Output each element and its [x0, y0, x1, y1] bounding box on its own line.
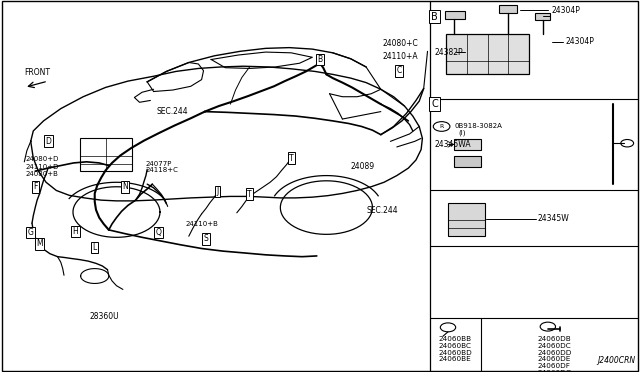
Text: D: D — [45, 137, 52, 146]
Text: B: B — [317, 55, 323, 64]
Text: 24345W: 24345W — [538, 214, 570, 223]
Text: 24382P: 24382P — [435, 48, 463, 57]
Text: C: C — [397, 66, 402, 75]
Text: 24060DC: 24060DC — [538, 343, 572, 349]
Bar — [80, 138, 132, 171]
Bar — [448, 203, 485, 236]
Text: 24080+B: 24080+B — [26, 171, 58, 177]
Text: F: F — [33, 182, 37, 191]
Bar — [445, 11, 465, 19]
Text: 24077P: 24077P — [146, 161, 172, 167]
Text: 24060DF: 24060DF — [538, 363, 570, 369]
Bar — [454, 156, 481, 167]
Text: S: S — [204, 234, 209, 243]
Text: 24060DE: 24060DE — [538, 356, 571, 362]
Bar — [499, 5, 517, 13]
Text: SEC.244: SEC.244 — [157, 107, 188, 116]
Text: Q: Q — [156, 228, 162, 237]
Text: 24304P: 24304P — [566, 37, 595, 46]
Text: 24060DB: 24060DB — [538, 336, 572, 342]
Text: J2400CRN: J2400CRN — [597, 356, 636, 365]
Text: 28360U: 28360U — [90, 312, 119, 321]
Bar — [535, 13, 550, 20]
Text: 24089: 24089 — [351, 162, 375, 171]
Text: T: T — [247, 190, 252, 199]
Text: M: M — [36, 239, 43, 248]
Bar — [454, 139, 481, 150]
Text: 24060DD: 24060DD — [538, 350, 572, 356]
Text: 24110+B: 24110+B — [186, 221, 218, 227]
Text: SEC.244: SEC.244 — [367, 206, 398, 215]
Text: 0B918-3082A: 0B918-3082A — [454, 124, 502, 129]
Text: B: B — [431, 12, 438, 22]
Text: 24110+D: 24110+D — [26, 164, 59, 170]
Text: G: G — [28, 228, 34, 237]
Text: 24110+A: 24110+A — [383, 52, 419, 61]
Text: 24060BB: 24060BB — [438, 336, 472, 342]
Text: FRONT: FRONT — [24, 68, 50, 77]
Text: 24304P: 24304P — [552, 6, 580, 15]
Text: 24060DG: 24060DG — [538, 370, 572, 372]
Text: 24080+D: 24080+D — [26, 156, 59, 162]
Text: R: R — [440, 124, 444, 129]
Text: 24060BD: 24060BD — [438, 350, 472, 356]
Text: 24345WA: 24345WA — [435, 140, 471, 149]
Text: T: T — [289, 154, 294, 163]
Text: (I): (I) — [458, 129, 466, 136]
Text: N: N — [122, 182, 127, 191]
Text: J: J — [216, 187, 219, 196]
Text: C: C — [431, 99, 438, 109]
Text: 24118+C: 24118+C — [146, 167, 179, 173]
Text: L: L — [93, 243, 97, 252]
Bar — [446, 34, 529, 74]
Text: 24080+C: 24080+C — [383, 39, 419, 48]
Text: 24060BC: 24060BC — [438, 343, 472, 349]
Text: 24060BE: 24060BE — [438, 356, 471, 362]
Text: H: H — [73, 227, 78, 236]
